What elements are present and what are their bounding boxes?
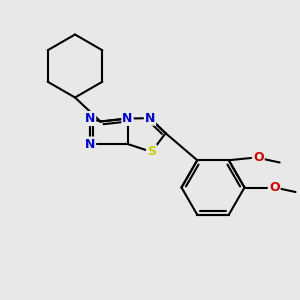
Text: N: N <box>85 112 95 125</box>
Text: S: S <box>147 145 156 158</box>
Text: N: N <box>122 112 133 125</box>
Text: N: N <box>85 137 95 151</box>
Text: O: O <box>269 181 280 194</box>
Text: N: N <box>145 112 155 125</box>
Text: O: O <box>254 152 264 164</box>
